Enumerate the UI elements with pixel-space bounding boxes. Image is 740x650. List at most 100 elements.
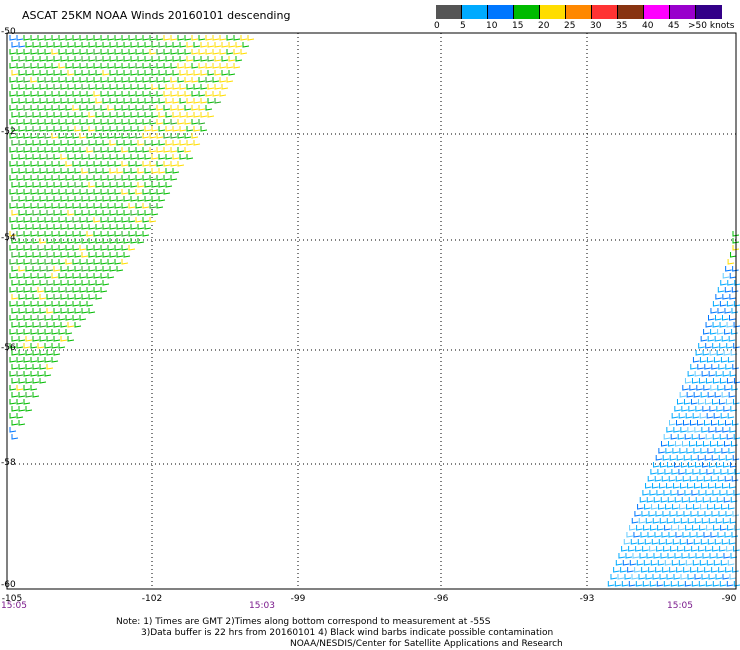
wind-barb — [172, 84, 180, 90]
wind-barb — [710, 476, 718, 482]
wind-barb — [172, 168, 180, 174]
wind-barb — [697, 399, 705, 405]
wind-barb — [676, 511, 684, 517]
wind-barb — [109, 196, 117, 202]
wind-barb — [648, 567, 655, 573]
wind-barb — [733, 301, 740, 307]
wind-barb — [18, 294, 26, 300]
wind-barb — [44, 105, 52, 111]
wind-barb — [58, 329, 66, 335]
wind-barb — [733, 434, 740, 440]
wind-barb — [177, 147, 185, 153]
wind-barb — [198, 77, 206, 83]
wind-barb — [165, 112, 173, 118]
wind-barb — [79, 147, 87, 153]
wind-barb — [151, 84, 159, 90]
wind-barb — [699, 525, 706, 531]
wind-barb — [100, 203, 108, 209]
wind-barb — [661, 532, 669, 538]
wind-barb — [207, 98, 215, 104]
wind-barb — [93, 203, 101, 209]
wind-barb — [25, 210, 33, 216]
wind-barb — [116, 140, 124, 146]
wind-barb — [692, 357, 700, 363]
wind-barb — [165, 56, 173, 62]
wind-barb — [18, 406, 26, 412]
wind-barb — [686, 539, 694, 545]
wind-barb — [717, 476, 725, 482]
wind-barb — [65, 35, 73, 41]
wind-barb — [39, 182, 47, 188]
wind-barb — [37, 77, 45, 83]
wind-barb — [135, 203, 143, 209]
wind-barb — [724, 532, 732, 538]
wind-barb — [200, 126, 208, 132]
wind-barb — [732, 399, 740, 405]
wind-barb — [734, 280, 740, 286]
wind-barb — [86, 301, 94, 307]
wind-barb — [11, 322, 19, 328]
wind-barb — [9, 189, 17, 195]
colorbar-segment-10 — [696, 5, 722, 19]
wind-barb — [186, 84, 194, 90]
wind-barb — [669, 420, 676, 426]
wind-barb — [149, 49, 157, 55]
time-label-right: 15:05 — [667, 601, 693, 611]
wind-barb — [23, 259, 31, 265]
wind-barb — [703, 532, 711, 538]
wind-barb — [682, 476, 690, 482]
wind-barb — [37, 273, 45, 279]
wind-barb — [683, 399, 691, 405]
wind-barb — [179, 56, 187, 62]
wind-barb — [114, 91, 122, 97]
wind-barb — [714, 392, 722, 398]
wind-barb — [694, 483, 701, 489]
wind-barb — [666, 574, 674, 580]
wind-barb — [719, 343, 726, 349]
wind-barb — [708, 315, 715, 321]
colorbar-label-2: 10 — [486, 21, 498, 31]
wind-barb — [11, 420, 19, 426]
wind-barb — [44, 119, 52, 125]
wind-barb — [44, 371, 52, 377]
colorbar-segment-3 — [514, 5, 540, 19]
wind-barb — [121, 49, 129, 55]
colorbar-segment-2 — [488, 5, 514, 19]
wind-barb — [226, 49, 234, 55]
wind-barb — [51, 63, 59, 69]
wind-barb — [151, 70, 159, 76]
wind-barb — [46, 154, 54, 160]
wind-barb — [683, 455, 691, 461]
colorbar-segment-5 — [566, 5, 592, 19]
wind-barb — [51, 119, 59, 125]
wind-barb — [702, 553, 710, 559]
wind-barb — [86, 175, 94, 181]
wind-barb — [654, 476, 662, 482]
wind-barb — [44, 273, 52, 279]
wind-barb — [79, 105, 87, 111]
wind-barb — [669, 511, 677, 517]
wind-barb — [731, 532, 739, 538]
wind-barb — [46, 70, 54, 76]
wind-barb — [51, 91, 59, 97]
wind-barb — [207, 70, 215, 76]
wind-barb — [109, 84, 117, 90]
wind-barb — [607, 581, 615, 587]
wind-barb — [93, 189, 101, 195]
wind-barb — [9, 329, 17, 335]
wind-barb — [30, 175, 38, 181]
wind-barb — [25, 378, 33, 384]
wind-barb — [37, 203, 45, 209]
wind-barb — [671, 413, 679, 419]
wind-barb — [672, 448, 679, 454]
wind-barb — [74, 126, 82, 132]
wind-barb — [668, 532, 676, 538]
wind-barb — [128, 63, 136, 69]
wind-barb — [696, 441, 703, 447]
wind-barb — [9, 245, 17, 251]
wind-barb — [18, 266, 26, 272]
wind-barb — [18, 42, 26, 48]
wind-barb — [696, 385, 703, 391]
wind-barb — [163, 147, 171, 153]
wind-barb — [702, 462, 709, 468]
